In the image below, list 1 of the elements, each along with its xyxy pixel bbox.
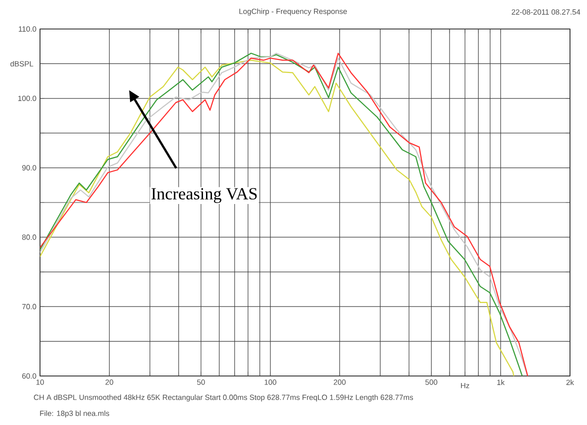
- annotation: Increasing VAS: [151, 188, 257, 204]
